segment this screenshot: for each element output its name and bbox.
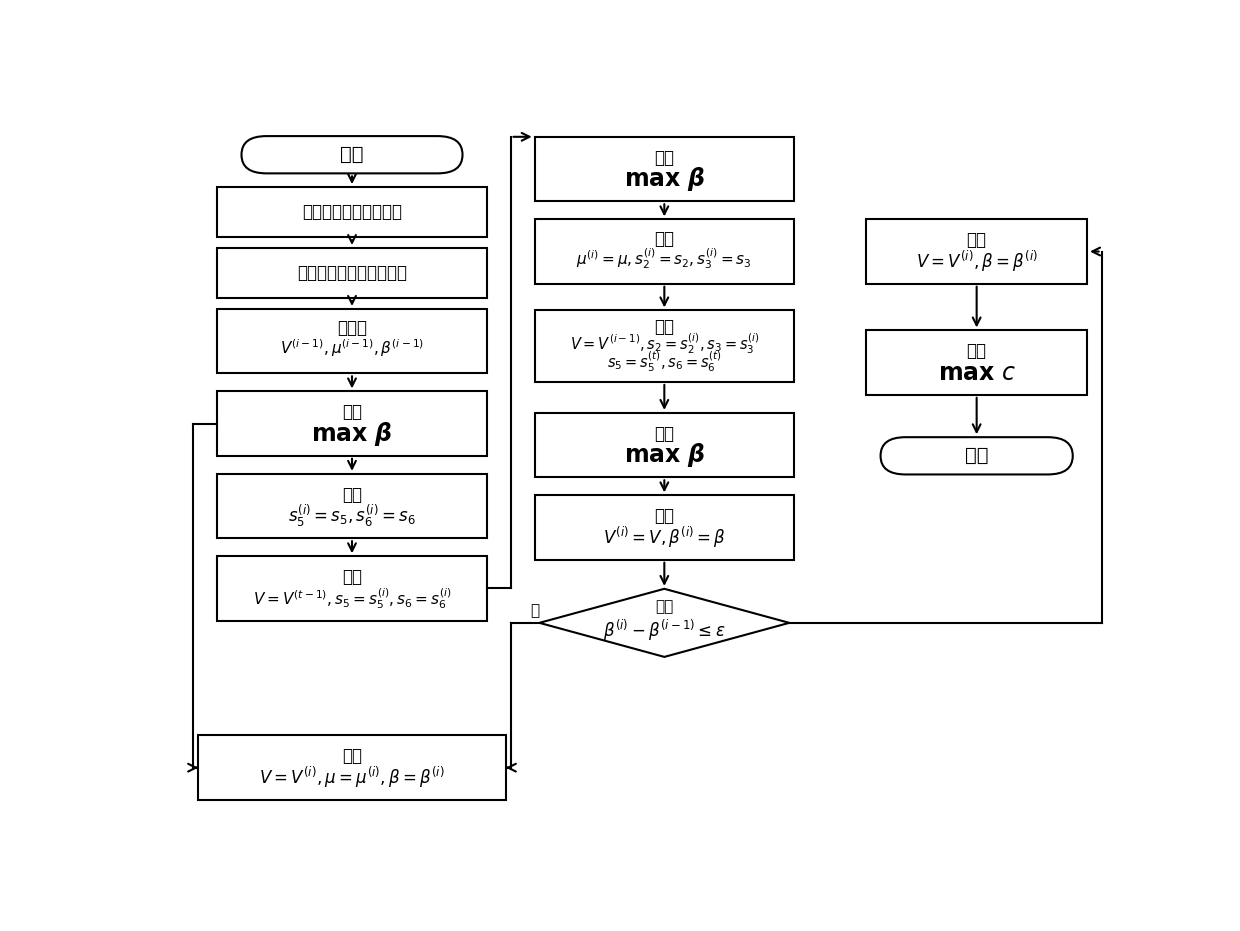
Text: 重塑为四阶状态空间模型: 重塑为四阶状态空间模型 xyxy=(298,264,407,282)
Text: $V^{(i-1)},\mu^{(i-1)},\beta^{(i-1)}$: $V^{(i-1)},\mu^{(i-1)},\beta^{(i-1)}$ xyxy=(280,337,424,359)
Text: $\mathbf{max}\ \mathit{c}$: $\mathbf{max}\ \mathit{c}$ xyxy=(937,360,1016,385)
Bar xyxy=(866,331,1087,395)
Text: 初始化: 初始化 xyxy=(337,319,367,337)
Text: 否: 否 xyxy=(529,603,539,618)
Text: $V=V^{(i-1)},s_2=s_2^{(i)},s_3=s_3^{(i)}$: $V=V^{(i-1)},s_2=s_2^{(i)},s_3=s_3^{(i)}… xyxy=(569,331,759,356)
Text: $V=V^{(i)},\mu=\mu^{(i)},\beta=\beta^{(i)}$: $V=V^{(i)},\mu=\mu^{(i)},\beta=\beta^{(i… xyxy=(259,765,445,790)
Bar xyxy=(198,735,506,800)
Text: $\mathbf{max}\ \boldsymbol{\beta}$: $\mathbf{max}\ \boldsymbol{\beta}$ xyxy=(311,420,393,448)
Bar xyxy=(534,310,794,382)
Text: 设置: 设置 xyxy=(655,318,675,336)
Text: 输出: 输出 xyxy=(342,486,362,504)
Bar xyxy=(217,248,486,298)
Bar xyxy=(534,220,794,284)
Text: 设置: 设置 xyxy=(342,748,362,765)
Bar xyxy=(866,220,1087,284)
Bar xyxy=(217,474,486,538)
Text: 开始: 开始 xyxy=(340,145,363,164)
Text: 判断: 判断 xyxy=(655,599,673,614)
Bar xyxy=(217,556,486,621)
Text: 创建三阶状态空间模型: 创建三阶状态空间模型 xyxy=(303,203,402,221)
Bar xyxy=(217,391,486,456)
Bar xyxy=(217,187,486,237)
Text: 设置: 设置 xyxy=(967,231,987,249)
Text: 求解: 求解 xyxy=(655,149,675,167)
Text: $\mathbf{max}\ \boldsymbol{\beta}$: $\mathbf{max}\ \boldsymbol{\beta}$ xyxy=(624,441,704,469)
Text: 设置: 设置 xyxy=(342,568,362,586)
Bar xyxy=(534,412,794,478)
Text: $\beta^{(i)}-\beta^{(i-1)}\leq\varepsilon$: $\beta^{(i)}-\beta^{(i-1)}\leq\varepsilo… xyxy=(603,617,725,642)
Bar xyxy=(534,137,794,201)
Text: 输出: 输出 xyxy=(655,230,675,248)
Text: $s_5=s_5^{(t)},s_6=s_6^{(t)}$: $s_5=s_5^{(t)},s_6=s_6^{(t)}$ xyxy=(606,349,722,374)
Bar xyxy=(217,309,486,373)
Text: $s_5^{(i)}=s_5,s_6^{(i)}=s_6$: $s_5^{(i)}=s_5,s_6^{(i)}=s_6$ xyxy=(288,503,415,530)
Text: $V=V^{(t-1)},s_5=s_5^{(i)},s_6=s_6^{(i)}$: $V=V^{(t-1)},s_5=s_5^{(i)},s_6=s_6^{(i)}… xyxy=(253,587,451,611)
Text: $\mathbf{max}\ \boldsymbol{\beta}$: $\mathbf{max}\ \boldsymbol{\beta}$ xyxy=(624,165,704,193)
FancyBboxPatch shape xyxy=(242,136,463,173)
Text: 求解: 求解 xyxy=(655,425,675,442)
Text: 结束: 结束 xyxy=(965,446,988,466)
Polygon shape xyxy=(539,588,789,657)
Bar xyxy=(534,495,794,560)
Text: $V^{(i)}=V,\beta^{(i)}=\beta$: $V^{(i)}=V,\beta^{(i)}=\beta$ xyxy=(603,525,725,550)
FancyBboxPatch shape xyxy=(880,438,1073,475)
Text: $\mu^{(i)}=\mu,s_2^{(i)}=s_2,s_3^{(i)}=s_3$: $\mu^{(i)}=\mu,s_2^{(i)}=s_2,s_3^{(i)}=s… xyxy=(577,247,753,271)
Text: 输出: 输出 xyxy=(655,507,675,525)
Text: $V=V^{(i)},\beta=\beta^{(i)}$: $V=V^{(i)},\beta=\beta^{(i)}$ xyxy=(915,249,1038,274)
Text: 求解: 求解 xyxy=(342,403,362,421)
Text: 求解: 求解 xyxy=(967,343,987,360)
